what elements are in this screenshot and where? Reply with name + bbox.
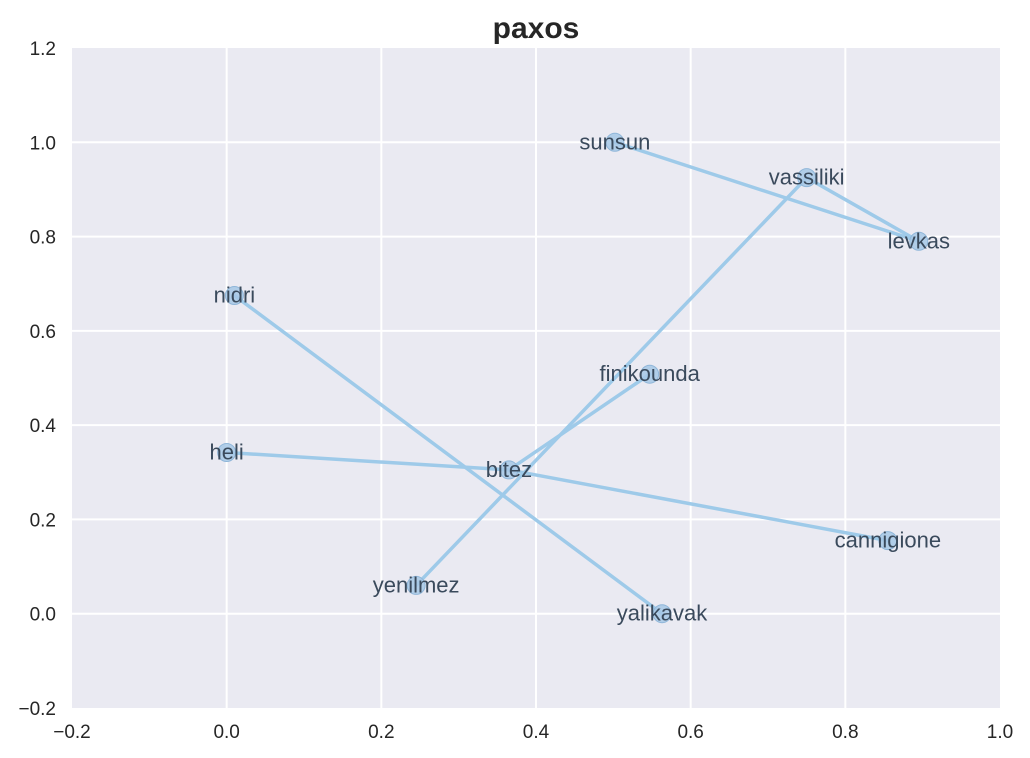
x-tick-label: 0.4	[523, 722, 550, 743]
chart-title: paxos	[493, 12, 580, 45]
edge	[414, 175, 809, 588]
node-cannigione	[878, 531, 898, 551]
y-tick-label: 0.8	[30, 228, 56, 249]
node-label-bitez: bitez	[486, 457, 532, 482]
edges	[224, 140, 921, 616]
node-vassiliki	[797, 168, 817, 188]
x-tick-label: 0.8	[832, 722, 858, 743]
x-tick-label: 1.0	[987, 722, 1013, 743]
node-label-yenilmez: yenilmez	[373, 572, 460, 597]
edge	[507, 468, 890, 543]
node-labels: sunsun vassiliki levkas nidri finikounda heli…	[210, 129, 950, 625]
node-yenilmez	[406, 575, 426, 595]
edge	[804, 175, 921, 244]
node-label-finikounda: finikounda	[600, 361, 701, 386]
node-label-cannigione: cannigione	[835, 528, 941, 553]
node-nidri	[224, 286, 244, 305]
y-tick-label: 0.4	[30, 416, 57, 437]
x-tick-labels: −0.2 0.0 0.2 0.4 0.6 0.8 1.0	[53, 722, 1013, 743]
node-label-nidri: nidri	[214, 283, 256, 308]
nodes	[217, 132, 929, 624]
y-tick-label: 1.0	[30, 133, 56, 154]
node-bitez	[499, 460, 519, 480]
y-tick-label: 0.2	[30, 510, 56, 531]
node-label-vassiliki: vassiliki	[769, 165, 845, 190]
edge	[232, 293, 664, 616]
grid-lines	[72, 48, 1000, 708]
node-label-levkas: levkas	[888, 228, 950, 253]
node-finikounda	[640, 364, 660, 384]
node-yalikavak	[652, 604, 672, 624]
edge	[224, 450, 511, 472]
x-tick-label: 0.0	[213, 722, 239, 743]
x-tick-label: −0.2	[53, 722, 91, 743]
y-tick-label: −0.2	[18, 699, 56, 720]
node-heli	[217, 442, 237, 462]
y-tick-label: 1.2	[30, 39, 56, 60]
node-levkas	[909, 231, 929, 251]
x-tick-label: 0.2	[368, 722, 394, 743]
node-label-sunsun: sunsun	[579, 129, 650, 154]
edge	[613, 140, 921, 244]
y-tick-label: 0.0	[30, 605, 56, 626]
node-sunsun	[605, 132, 625, 152]
node-label-yalikavak: yalikavak	[617, 601, 708, 626]
edge	[507, 372, 652, 472]
node-label-heli: heli	[210, 439, 244, 464]
x-tick-label: 0.6	[677, 722, 703, 743]
y-tick-label: 0.6	[30, 322, 56, 343]
y-tick-labels: −0.2 0.0 0.2 0.4 0.6 0.8 1.0 1.2	[18, 39, 56, 720]
